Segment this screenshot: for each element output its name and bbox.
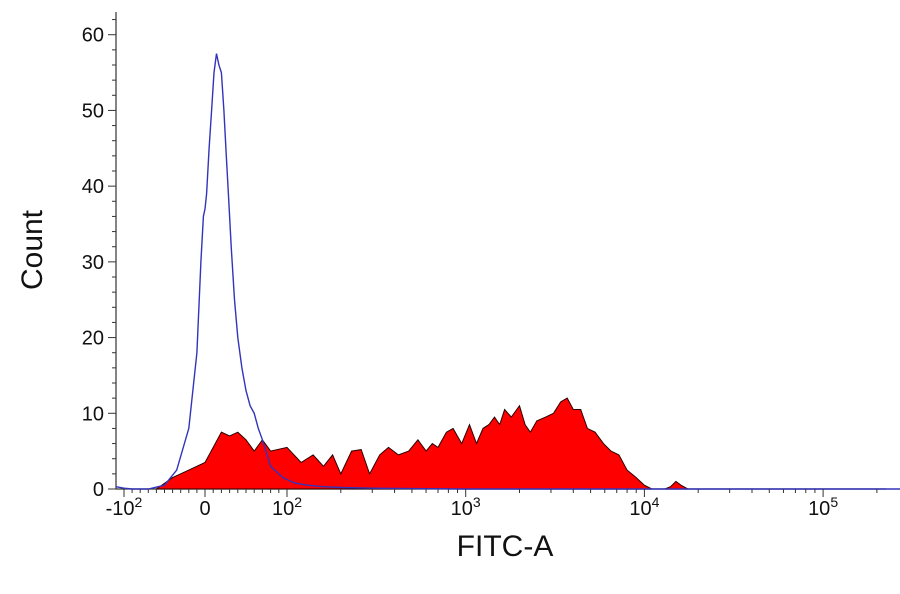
y-tick-label: 40 — [82, 176, 104, 198]
y-tick-label: 50 — [82, 100, 104, 122]
x-tick-label: 103 — [451, 494, 481, 520]
y-tick-label: 60 — [82, 25, 104, 47]
control-histogram-line — [115, 53, 900, 490]
x-axis-title: FITC-A — [457, 530, 554, 563]
y-tick-label: 0 — [93, 479, 104, 501]
y-axis-title: Count — [16, 209, 49, 290]
x-tick-label: -102 — [106, 494, 143, 520]
x-tick-label: 105 — [808, 494, 838, 520]
y-tick-label: 30 — [82, 252, 104, 274]
y-tick-label: 20 — [82, 328, 104, 350]
x-tick-label: 0 — [199, 498, 210, 520]
x-tick-label: 104 — [629, 494, 659, 520]
stained-histogram-area — [154, 397, 699, 490]
y-tick-label: 10 — [82, 403, 104, 425]
x-tick-label: 102 — [272, 494, 302, 520]
series-layer — [115, 53, 900, 490]
